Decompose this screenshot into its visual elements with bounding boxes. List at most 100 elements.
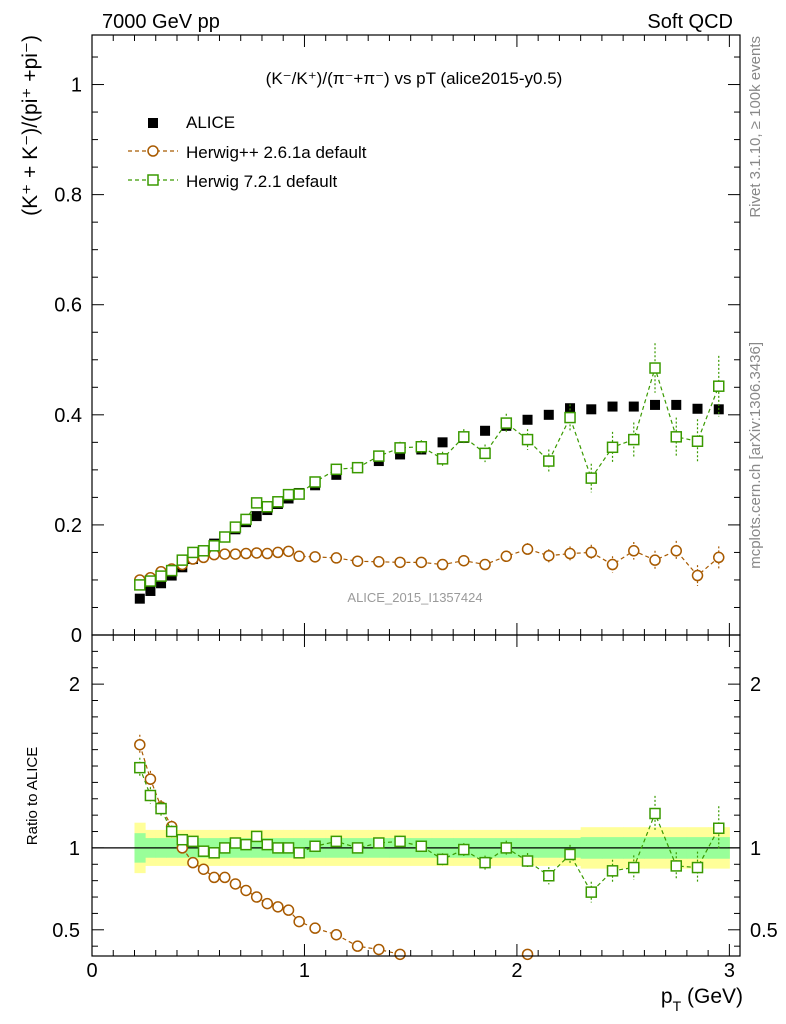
herwig7-point: [628, 433, 640, 446]
herwigpp-point: [564, 547, 576, 560]
herwigpp-ratio-point: [293, 915, 305, 928]
herwig7-ratio-point: [293, 847, 305, 859]
x-axis-label: pT (GeV): [661, 985, 743, 1014]
herwig7-point: [649, 362, 661, 374]
series-layer: [134, 343, 725, 961]
herwig7-ratio-point: [309, 840, 321, 853]
herwigpp-point: [585, 546, 598, 559]
ratio-frame: [91, 634, 741, 957]
herwig7-point: [394, 442, 406, 454]
legend-entry-herwigpp: Herwig++ 2.6.1a default: [128, 143, 367, 162]
alice-point: [650, 399, 661, 410]
herwig7-ratio-point: [250, 830, 263, 843]
herwigpp-ratio-point: [330, 928, 343, 941]
x-tick-label: 3: [724, 960, 735, 982]
herwig7-ratio-point: [229, 837, 242, 849]
herwig7-point: [585, 472, 598, 484]
herwig7-point: [564, 411, 576, 424]
herwigpp-ratio-point: [351, 940, 364, 952]
herwigpp-point: [670, 545, 683, 557]
herwigpp-point: [479, 558, 491, 571]
alice-point: [395, 449, 406, 460]
herwigpp-point: [282, 545, 295, 558]
herwig7-ratio-point: [649, 807, 661, 820]
herwig7-point: [500, 417, 513, 429]
legend-label: ALICE: [186, 113, 235, 132]
herwigpp-point: [691, 569, 704, 582]
herwig7-point: [543, 455, 555, 467]
legend-entry-herwig7: Herwig 7.2.1 default: [128, 172, 337, 191]
herwig7-ratio-point: [628, 861, 640, 874]
herwig7-ratio-point: [436, 853, 449, 866]
alice-point: [145, 585, 156, 596]
herwig7-ratio-point: [373, 837, 385, 849]
herwig7-point: [250, 497, 263, 509]
alice-point: [586, 404, 597, 415]
herwig7-ratio-point: [670, 860, 683, 872]
herwigpp-point: [219, 548, 231, 560]
y-tick-label: 0.2: [54, 515, 82, 537]
herwig7-ratio-point: [134, 761, 146, 774]
alice-point: [156, 578, 167, 589]
herwigpp-ratio-point: [282, 904, 295, 916]
herwig7-point: [606, 441, 619, 454]
ratio-y-tick-label-right: 0.5: [750, 920, 778, 942]
herwig7-point: [134, 579, 146, 591]
herwig7-point: [144, 575, 157, 587]
herwig7-ratio-point: [187, 835, 199, 848]
herwig7-ratio-point: [606, 865, 619, 877]
ratio-y-tick-label: 0.5: [52, 920, 80, 942]
herwig7-ratio-point: [713, 822, 725, 835]
herwig7-point: [219, 531, 231, 543]
herwig7-ratio-point: [155, 802, 167, 815]
herwig7-point: [436, 453, 449, 465]
herwigpp-point: [415, 556, 428, 569]
chart-title: (K⁻/K⁺)/(π⁻+π⁻) vs pT (alice2015-y0.5): [266, 69, 563, 88]
herwigpp-point: [229, 548, 242, 560]
herwig7-ratio-point: [500, 842, 513, 854]
herwig7-ratio-point: [176, 833, 189, 846]
alice-point: [543, 409, 554, 420]
herwigpp-point: [628, 545, 640, 557]
y-tick-label: 0.4: [54, 405, 82, 427]
herwigpp-point: [521, 543, 534, 555]
legend-marker: [148, 118, 158, 128]
herwigpp-point: [293, 550, 305, 563]
herwig7-ratio-point: [543, 870, 555, 882]
herwigpp-ratio-point: [373, 943, 385, 956]
herwig7-ratio-point: [415, 840, 428, 853]
herwig7-ratio-point: [330, 835, 343, 848]
herwigpp-point: [240, 547, 252, 560]
herwigpp-ratio-point: [229, 878, 242, 890]
x-tick-label: 2: [511, 960, 522, 982]
y-tick-label: 1: [71, 75, 82, 97]
header-right: Soft QCD: [647, 11, 733, 33]
herwig7-point: [330, 463, 343, 476]
herwigpp-ratio-point: [197, 863, 210, 875]
herwig7-point: [521, 433, 534, 446]
herwig7-point: [240, 513, 252, 526]
herwig7-point: [176, 554, 189, 566]
alice-point: [628, 401, 639, 412]
axes-layer: 0 1 2 3 0 0.2 0.4 0.6 0.8 1 0.5 0.5 1 1 2 2: [52, 34, 778, 982]
herwig7-point: [670, 431, 683, 443]
herwigpp-ratio-point: [309, 922, 321, 934]
herwig7-ratio-point: [521, 855, 534, 867]
herwig7-point: [229, 521, 242, 533]
herwigpp-point: [250, 547, 263, 559]
herwig7-point: [293, 488, 305, 500]
alice-point: [692, 403, 703, 414]
alice-point: [607, 401, 618, 412]
header-left: 7000 GeV pp: [102, 11, 220, 33]
herwig7-point: [187, 546, 199, 559]
herwig7-ratio-point: [585, 886, 598, 898]
herwigpp-ratio-point: [208, 871, 220, 884]
watermark: ALICE_2015_I1357424: [347, 590, 482, 605]
herwig7-point: [272, 496, 284, 508]
legend-entry-alice: ALICE: [148, 113, 235, 132]
x-tick-label: 0: [86, 960, 97, 982]
herwig7-point: [261, 500, 274, 513]
alice-point: [671, 399, 682, 410]
herwigpp-point: [373, 556, 385, 568]
herwig7-point: [197, 545, 210, 557]
